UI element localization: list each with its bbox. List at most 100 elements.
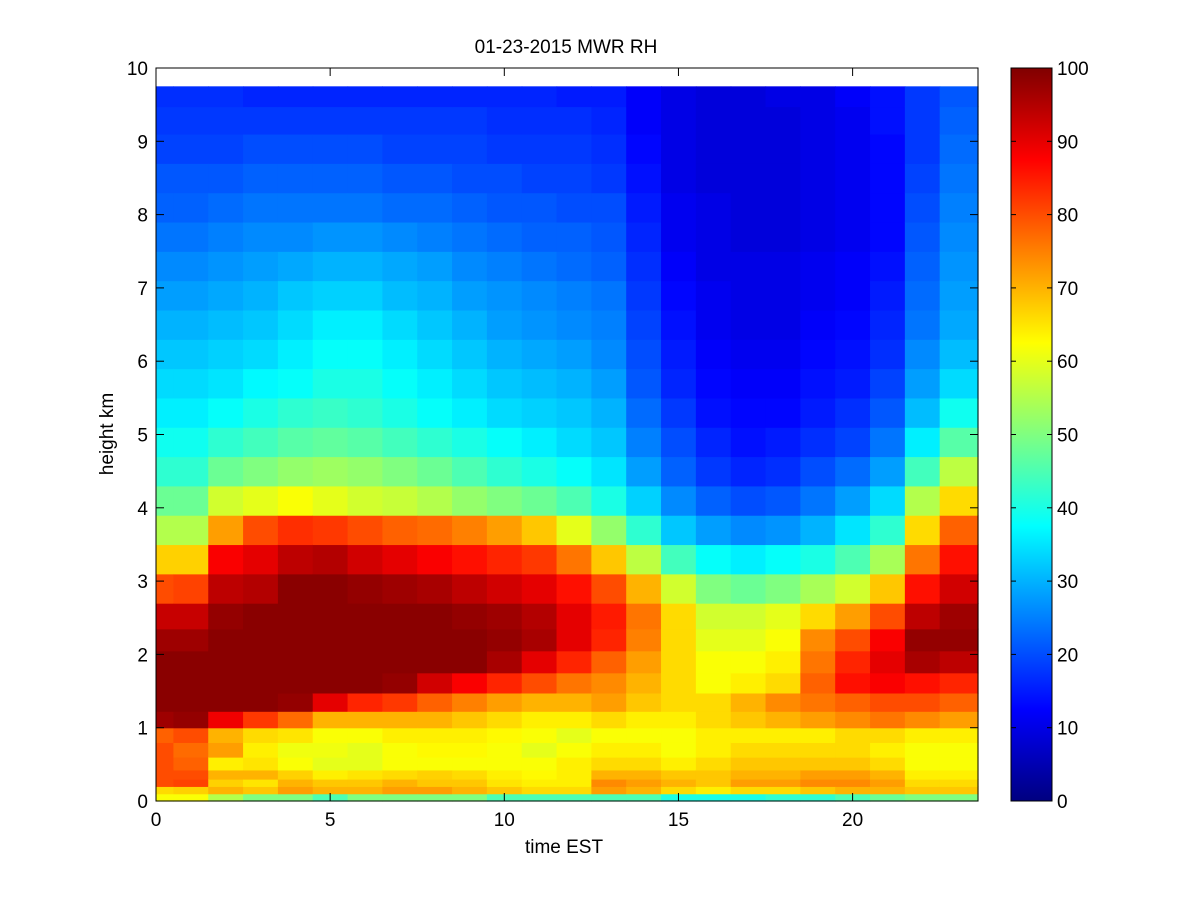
heatmap-cell <box>417 603 453 630</box>
heatmap-cell <box>835 427 871 458</box>
heatmap-cell <box>765 397 801 428</box>
heatmap-cell <box>173 427 209 458</box>
heatmap-cell <box>591 793 627 802</box>
heatmap-cell <box>661 757 697 771</box>
heatmap-cell <box>661 133 697 164</box>
heatmap-cell <box>695 779 732 787</box>
heatmap-cell <box>730 133 767 164</box>
heatmap-cell <box>382 742 418 758</box>
heatmap-cell <box>765 427 801 458</box>
heatmap-cell <box>521 672 558 694</box>
heatmap-cell <box>156 650 175 674</box>
heatmap-cell <box>277 163 314 194</box>
heatmap-cell <box>417 106 453 135</box>
heatmap-cell <box>939 650 979 674</box>
heatmap-cell <box>695 251 732 282</box>
heatmap-cell <box>626 711 662 729</box>
heatmap-cell <box>556 727 592 743</box>
y-tick-label: 2 <box>137 645 148 666</box>
heatmap-cell <box>835 133 871 164</box>
colorbar: 0 10 20 30 40 50 60 70 80 90 100 <box>1010 59 1089 813</box>
heatmap-cell <box>661 786 697 795</box>
heatmap-cell <box>556 485 592 516</box>
heatmap-cell <box>173 309 209 340</box>
heatmap-cell <box>243 106 279 135</box>
heatmap-cell <box>591 544 627 575</box>
heatmap-cell <box>556 309 592 340</box>
heatmap-cell <box>521 163 558 194</box>
heatmap-cell <box>765 779 801 787</box>
heatmap-cell <box>765 757 801 771</box>
heatmap-cell <box>452 779 488 787</box>
heatmap-cell <box>382 786 418 795</box>
heatmap-cell <box>695 163 732 194</box>
heatmap-cell <box>173 757 209 771</box>
heatmap-cell <box>156 727 175 743</box>
heatmap-cell <box>695 368 732 399</box>
heatmap-cell <box>417 757 453 771</box>
heatmap-cell <box>452 786 488 795</box>
heatmap-cell <box>695 427 732 458</box>
heatmap-cell <box>156 769 175 780</box>
heatmap-cell <box>591 573 627 604</box>
heatmap-cell <box>626 786 662 795</box>
heatmap-cell <box>173 339 209 370</box>
heatmap-cell <box>156 427 175 458</box>
heatmap-cell <box>312 86 349 108</box>
heatmap-cell <box>939 309 979 340</box>
heatmap-cell <box>243 769 279 780</box>
colorbar-tick-label: 0 <box>1057 792 1068 813</box>
heatmap-cell <box>730 280 767 311</box>
heatmap-cell <box>730 221 767 252</box>
heatmap-cell <box>939 769 979 780</box>
heatmap-cell <box>347 786 383 795</box>
heatmap-cell <box>277 339 314 370</box>
heatmap-cell <box>277 485 314 516</box>
heatmap-cell <box>939 779 979 787</box>
x-axis-label: time EST <box>525 837 604 858</box>
heatmap-cell <box>382 628 418 652</box>
heatmap-cell <box>939 163 979 194</box>
heatmap-cell <box>556 692 592 712</box>
heatmap-cell <box>800 544 836 575</box>
heatmap-cell <box>243 485 279 516</box>
heatmap-cell <box>452 769 488 780</box>
heatmap-cell <box>208 368 244 399</box>
heatmap-cell <box>870 793 906 802</box>
heatmap-cell <box>417 339 453 370</box>
heatmap-cell <box>556 251 592 282</box>
heatmap-cell <box>939 672 979 694</box>
heatmap-cell <box>904 628 941 652</box>
heatmap-cell <box>347 192 383 223</box>
heatmap-cell <box>173 485 209 516</box>
heatmap-cell <box>870 769 906 780</box>
heatmap-cell <box>765 280 801 311</box>
heatmap-cell <box>695 280 732 311</box>
heatmap-cell <box>277 757 314 771</box>
x-tick-labels: 0 5 10 15 20 <box>151 810 863 831</box>
heatmap-cell <box>730 793 767 802</box>
heatmap-cell <box>382 309 418 340</box>
heatmap-cell <box>556 427 592 458</box>
heatmap-cell <box>835 628 871 652</box>
y-tick-label: 9 <box>137 132 148 153</box>
heatmap-cell <box>591 368 627 399</box>
heatmap-cell <box>486 280 523 311</box>
heatmap-cell <box>277 106 314 135</box>
heatmap-cell <box>277 793 314 802</box>
colorbar-tick-label: 10 <box>1057 719 1078 740</box>
heatmap-cell <box>156 786 175 795</box>
heatmap-cell <box>765 251 801 282</box>
heatmap-cell <box>156 692 175 712</box>
heatmap-cell <box>486 106 523 135</box>
heatmap-cell <box>156 779 175 787</box>
heatmap-cell <box>208 251 244 282</box>
colorbar-tick-label: 100 <box>1057 59 1089 80</box>
heatmap-cell <box>939 427 979 458</box>
heatmap-cell <box>156 757 175 771</box>
heatmap-cell <box>277 573 314 604</box>
heatmap-cell <box>486 133 523 164</box>
x-tick-label: 10 <box>494 810 515 831</box>
heatmap-cell <box>556 711 592 729</box>
heatmap-cell <box>486 309 523 340</box>
